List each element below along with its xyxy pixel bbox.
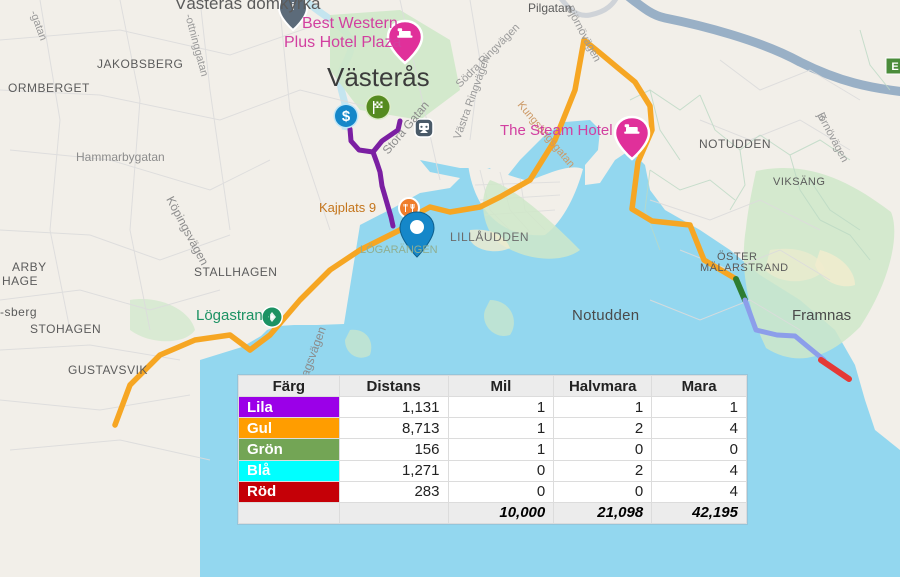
svg-text:Pilgatan: Pilgatan — [528, 1, 571, 15]
svg-text:Västerås: Västerås — [327, 62, 430, 92]
svg-text:STALLHAGEN: STALLHAGEN — [194, 265, 277, 279]
svg-text:MÄLARSTRAND: MÄLARSTRAND — [700, 262, 789, 274]
svg-text:Notudden: Notudden — [572, 307, 639, 324]
svg-text:Best Western: Best Western — [302, 15, 398, 32]
svg-text:STOHAGEN: STOHAGEN — [30, 322, 101, 336]
svg-text:HAGE: HAGE — [2, 274, 38, 288]
svg-text:VIKSÄNG: VIKSÄNG — [773, 176, 825, 188]
svg-text:Hammarbygatan: Hammarbygatan — [76, 150, 165, 164]
svg-text:Västerås domkyrka: Västerås domkyrka — [175, 0, 321, 13]
svg-text:$: $ — [342, 108, 351, 125]
svg-text:LÖGARÄNGEN: LÖGARÄNGEN — [360, 244, 438, 256]
svg-text:JAKOBSBERG: JAKOBSBERG — [97, 57, 183, 71]
svg-text:-sberg: -sberg — [0, 305, 37, 319]
svg-text:LILLÅUDDEN: LILLÅUDDEN — [450, 229, 529, 244]
svg-text:GUSTAVSVIK: GUSTAVSVIK — [68, 363, 148, 377]
svg-text:Framnas: Framnas — [792, 307, 851, 324]
svg-text:Plus Hotel Plaza: Plus Hotel Plaza — [284, 34, 401, 51]
svg-text:The Steam Hotel: The Steam Hotel — [500, 122, 613, 139]
svg-text:NOTUDDEN: NOTUDDEN — [699, 137, 771, 151]
svg-text:Lögastrand: Lögastrand — [196, 307, 271, 324]
svg-text:Kajplats 9: Kajplats 9 — [319, 200, 376, 215]
svg-text:ORMBERGET: ORMBERGET — [8, 81, 90, 95]
svg-text:E: E — [891, 61, 898, 73]
svg-text:ARBY: ARBY — [12, 260, 47, 274]
